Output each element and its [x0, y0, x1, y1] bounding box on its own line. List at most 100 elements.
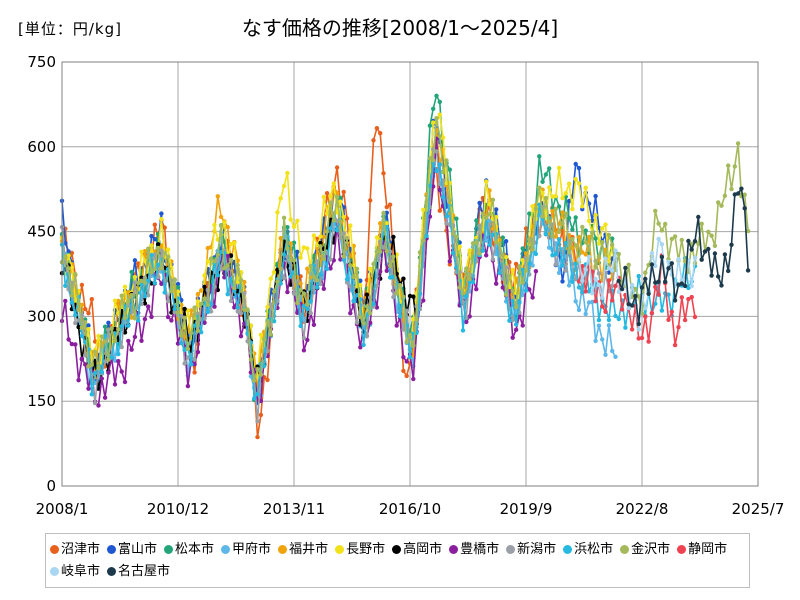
data-point	[368, 320, 373, 325]
data-point	[116, 327, 121, 332]
data-point	[106, 320, 111, 325]
data-point	[411, 343, 416, 348]
data-point	[146, 278, 151, 284]
data-point	[560, 210, 565, 215]
data-point	[281, 276, 287, 281]
data-point	[192, 305, 197, 310]
data-point	[633, 293, 638, 299]
legend-swatch	[563, 545, 573, 554]
data-point	[245, 339, 250, 344]
data-point	[530, 247, 535, 252]
data-point	[86, 327, 91, 332]
data-point	[470, 280, 476, 285]
data-point	[341, 254, 346, 259]
data-point	[474, 235, 479, 241]
data-point	[487, 242, 492, 248]
data-point	[593, 193, 598, 199]
data-point	[427, 156, 433, 161]
data-point	[580, 204, 585, 209]
data-point	[374, 235, 380, 240]
data-point	[626, 305, 631, 311]
data-point	[593, 212, 598, 218]
data-point	[132, 274, 138, 280]
data-point	[643, 270, 648, 275]
data-point	[285, 289, 290, 295]
data-point	[212, 304, 217, 309]
data-point	[421, 207, 426, 212]
data-point	[136, 280, 141, 286]
data-point	[232, 285, 237, 291]
data-point	[66, 266, 71, 271]
data-point	[182, 361, 187, 366]
data-point	[566, 215, 572, 221]
data-point	[321, 286, 326, 291]
data-point	[146, 246, 151, 251]
data-point	[228, 298, 234, 304]
data-point	[189, 308, 194, 313]
data-point	[364, 292, 370, 297]
data-point	[63, 283, 68, 288]
data-point	[712, 251, 718, 256]
data-point	[583, 267, 588, 272]
data-point	[119, 369, 124, 374]
data-point	[434, 168, 439, 174]
data-point	[407, 332, 413, 338]
data-point	[606, 232, 612, 238]
data-point	[497, 242, 502, 247]
data-point	[195, 292, 201, 297]
data-point	[155, 245, 161, 251]
data-point	[66, 249, 71, 254]
data-point	[374, 126, 380, 131]
data-point	[358, 314, 363, 320]
data-point	[275, 267, 280, 272]
data-point	[556, 229, 562, 235]
data-point	[112, 298, 118, 303]
legend-swatch	[506, 545, 516, 554]
data-point	[676, 282, 681, 287]
data-point	[112, 326, 118, 332]
data-point	[208, 309, 214, 314]
data-point	[311, 322, 317, 327]
data-point	[682, 283, 688, 289]
data-point	[165, 247, 171, 252]
data-point	[543, 195, 549, 201]
data-point	[401, 276, 406, 281]
data-point	[112, 358, 118, 363]
data-point	[500, 235, 505, 240]
data-point	[76, 324, 81, 330]
data-point	[580, 250, 585, 255]
data-point	[583, 185, 588, 190]
data-point	[225, 292, 230, 297]
data-point	[222, 220, 227, 225]
data-point	[709, 273, 714, 278]
data-point	[368, 266, 373, 271]
data-point	[563, 211, 568, 216]
data-point	[580, 264, 585, 269]
data-point	[255, 419, 260, 424]
data-point	[291, 258, 297, 263]
data-point	[315, 285, 320, 290]
data-point	[268, 302, 273, 307]
data-point	[503, 254, 509, 260]
data-point	[646, 291, 651, 296]
data-point	[129, 347, 134, 352]
data-point	[745, 228, 751, 234]
data-point	[79, 325, 85, 330]
data-point	[606, 278, 612, 283]
data-point	[305, 246, 310, 251]
data-point	[656, 236, 661, 242]
data-point	[619, 307, 625, 312]
data-point	[83, 362, 88, 367]
data-point	[716, 200, 721, 205]
data-point	[371, 138, 376, 143]
data-point	[735, 141, 741, 146]
data-point	[706, 229, 711, 234]
data-point	[636, 327, 641, 332]
data-point	[533, 251, 539, 257]
data-point	[566, 198, 572, 204]
data-point	[132, 258, 138, 263]
data-point	[603, 256, 608, 261]
data-point	[583, 228, 588, 233]
data-point	[83, 306, 88, 312]
data-point	[523, 226, 529, 231]
